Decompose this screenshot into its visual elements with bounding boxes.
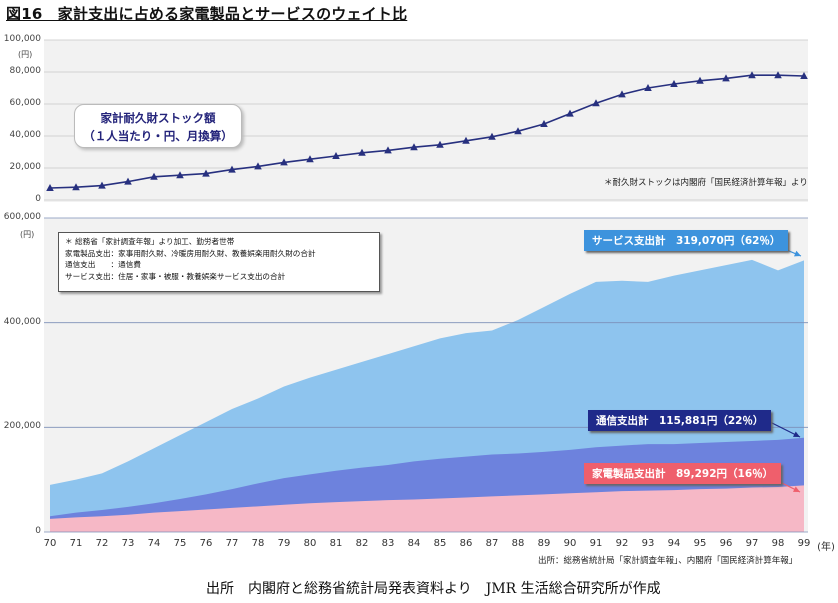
notes-box: ＊ 総務省「家計調査年報」より加工、勤労者世帯 家電製品支出：家事用耐久財、冷暖… [58, 232, 380, 292]
x-tick-11: 81 [329, 538, 343, 549]
stock-point-12 [358, 148, 366, 156]
stock-point-2 [98, 181, 106, 189]
stock-point-10 [306, 155, 314, 163]
stock-point-6 [202, 169, 210, 177]
x-tick-26: 96 [719, 538, 733, 549]
x-tick-10: 80 [303, 538, 317, 549]
stock-point-23 [644, 84, 652, 91]
x-tick-25: 95 [693, 538, 707, 549]
stock-point-1 [72, 183, 80, 191]
top-y-tick-1: 20,000 [9, 162, 42, 172]
footer-credit: 出所 内閣府と総務省統計局発表資料より JMR 生活総合研究所が作成 [206, 581, 661, 597]
x-unit-label: (年) [817, 542, 835, 553]
x-tick-24: 94 [667, 538, 681, 549]
services-arrow-head [794, 250, 801, 257]
stock-point-14 [410, 143, 418, 151]
top-unit-label: (円) [18, 50, 33, 59]
x-tick-3: 73 [121, 538, 135, 549]
x-tick-18: 88 [511, 538, 525, 549]
bottom-y-tick-1: 200,000 [3, 421, 41, 432]
x-tick-9: 79 [277, 538, 291, 549]
x-tick-20: 90 [563, 538, 577, 549]
communication-callout: 通信支出計 115,881円（22％） [588, 410, 772, 431]
stock-point-11 [332, 152, 340, 159]
x-tick-13: 83 [381, 538, 395, 549]
x-tick-4: 74 [147, 538, 161, 549]
top-y-tick-2: 40,000 [9, 130, 42, 140]
stock-point-16 [462, 136, 470, 144]
top-y-tick-4: 80,000 [9, 66, 42, 76]
stock-point-20 [566, 109, 574, 117]
stock-point-8 [254, 162, 262, 170]
comm-arrow-head [793, 431, 800, 437]
stock-point-29 [800, 72, 808, 79]
bottom-unit-label: (円) [20, 230, 35, 239]
bottom-y-tick-0: 0 [35, 526, 41, 536]
stock-source-note: ＊耐久財ストックは内閣府「国民経済計算年報」より [604, 178, 808, 188]
note-line-2: 家電製品支出：家事用耐久財、冷暖房用耐久財、教養娯楽用耐久財の合計 [65, 248, 316, 258]
note-line-1: ＊ 総務省「家計調査年報」より加工、勤労者世帯 [65, 237, 235, 246]
stock-point-0 [46, 184, 54, 191]
bottom-y-tick-2: 400,000 [3, 316, 41, 327]
stock-point-17 [488, 132, 496, 140]
stock-point-28 [774, 71, 782, 79]
x-tick-2: 72 [95, 538, 109, 549]
stock-label-line-1: 家計耐久財ストック額 [100, 111, 216, 125]
bottom-y-tick-3: 600,000 [3, 212, 41, 222]
stock-point-5 [176, 171, 184, 179]
stock-point-21 [592, 99, 600, 107]
x-tick-22: 92 [615, 538, 629, 549]
stock-point-15 [436, 140, 444, 148]
top-y-tick-0: 0 [35, 194, 41, 204]
x-tick-21: 91 [589, 538, 603, 549]
x-tick-29: 99 [797, 538, 811, 549]
top-y-tick-5: 100,000 [3, 34, 41, 44]
x-tick-28: 98 [771, 538, 785, 549]
stock-point-22 [618, 90, 626, 98]
stock-point-19 [540, 120, 548, 127]
x-tick-0: 70 [43, 538, 57, 549]
stock-point-25 [696, 76, 704, 84]
x-tick-1: 71 [69, 538, 83, 549]
stock-point-24 [670, 80, 678, 87]
stock-point-13 [384, 146, 392, 154]
stock-label-box: 家計耐久財ストック額 （１人当たり・円、月換算） [74, 104, 242, 148]
stock-line [49, 74, 805, 189]
x-tick-7: 77 [225, 538, 239, 549]
stock-point-18 [514, 127, 522, 135]
stock-point-9 [280, 158, 288, 166]
x-tick-12: 82 [355, 538, 369, 549]
note-line-3: 通信支出 ：通信費 [65, 260, 141, 269]
x-tick-17: 87 [485, 538, 499, 549]
x-tick-5: 75 [173, 538, 187, 549]
stock-label-line-2: （１人当たり・円、月換算） [83, 129, 233, 143]
stock-point-4 [150, 172, 158, 180]
area-2 [50, 485, 804, 532]
x-tick-19: 89 [537, 538, 551, 549]
x-tick-8: 78 [251, 538, 265, 549]
stock-point-7 [228, 165, 236, 173]
services-callout: サービス支出計 319,070円（62％） [584, 230, 789, 251]
appl-arrow-head [793, 486, 800, 492]
stock-point-3 [124, 177, 132, 185]
x-tick-27: 97 [745, 538, 759, 549]
stock-point-26 [722, 74, 730, 82]
source-line: 出所：総務省統計局「家計調査年報」、内閣府「国民経済計算年報」 [538, 556, 798, 566]
x-tick-6: 76 [199, 538, 213, 549]
figure-title: 図16 家計支出に占める家電製品とサービスのウェイト比 [6, 5, 408, 23]
x-tick-14: 84 [407, 538, 421, 549]
x-tick-15: 85 [433, 538, 447, 549]
x-tick-16: 86 [459, 538, 473, 549]
top-y-tick-3: 60,000 [9, 98, 42, 108]
appliance-callout: 家電製品支出計 89,292円（16％） [584, 463, 782, 484]
note-line-4: サービス支出：住居・家事・被服・教養娯楽サービス支出の合計 [65, 271, 286, 281]
x-tick-23: 93 [641, 538, 655, 549]
stock-point-27 [748, 71, 756, 79]
